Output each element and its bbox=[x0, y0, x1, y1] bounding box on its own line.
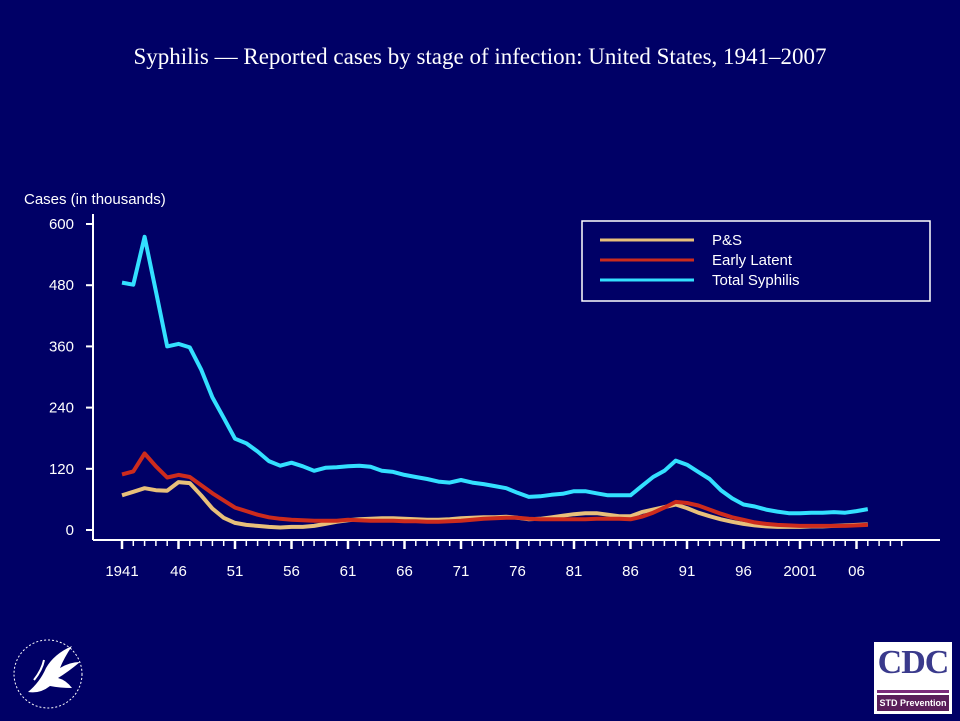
x-axis: 1941 46 51 56 61 66 71 76 81 86 91 96 2001 06 bbox=[93, 539, 940, 580]
cdc-logo-text: CDC bbox=[877, 644, 950, 681]
x-tick-label-2001: 2001 bbox=[783, 563, 816, 580]
cdc-logo-subtitle: STD Prevention bbox=[877, 695, 949, 711]
y-tick-label-360: 360 bbox=[49, 338, 74, 355]
x-tick-label-1956: 56 bbox=[283, 563, 300, 580]
x-tick-label-1966: 66 bbox=[396, 563, 413, 580]
y-axis-label: Cases (in thousands) bbox=[24, 191, 166, 208]
x-tick-label-1951: 51 bbox=[227, 563, 244, 580]
series-line-early-latent bbox=[121, 451, 868, 528]
legend-label-total-syphilis: Total Syphilis bbox=[712, 272, 800, 289]
x-tick-label-2006: 06 bbox=[848, 563, 865, 580]
y-tick-label-600: 600 bbox=[49, 216, 74, 233]
hhs-eagle-seal-icon bbox=[10, 632, 90, 721]
cdc-logo: CDC STD Prevention bbox=[874, 642, 952, 714]
y-tick-label-480: 480 bbox=[49, 277, 74, 294]
y-tick-label-120: 120 bbox=[49, 461, 74, 478]
x-tick-label-1981: 81 bbox=[566, 563, 583, 580]
y-tick-label-240: 240 bbox=[49, 400, 74, 417]
x-tick-label-1986: 86 bbox=[622, 563, 639, 580]
x-tick-label-1946: 46 bbox=[170, 563, 187, 580]
legend-label-p-s: P&S bbox=[712, 232, 742, 249]
legend: P&S Early Latent Total Syphilis bbox=[581, 220, 931, 302]
legend-box bbox=[581, 220, 931, 302]
y-tick-label-0: 0 bbox=[66, 522, 74, 539]
cdc-logo-bar bbox=[877, 690, 949, 693]
chart-title: Syphilis — Reported cases by stage of in… bbox=[133, 44, 827, 69]
x-tick-label-1976: 76 bbox=[509, 563, 526, 580]
x-tick-label-1971: 71 bbox=[453, 563, 470, 580]
series-group bbox=[121, 234, 869, 530]
x-tick-label-1991: 91 bbox=[679, 563, 696, 580]
y-axis: 0 120 240 360 480 600 bbox=[49, 214, 94, 540]
series-line-total-syphilis bbox=[121, 234, 869, 516]
x-tick-label-1941: 1941 bbox=[105, 563, 138, 580]
x-tick-label-1961: 61 bbox=[340, 563, 357, 580]
legend-label-early-latent: Early Latent bbox=[712, 252, 793, 269]
x-tick-label-1996: 96 bbox=[735, 563, 752, 580]
